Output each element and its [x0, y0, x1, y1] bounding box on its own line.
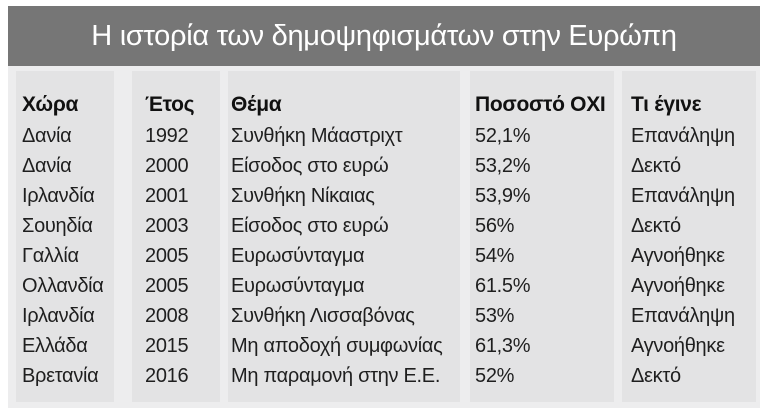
cell-country: Γαλλία [22, 245, 79, 267]
cell-country: Ελλάδα [22, 335, 88, 357]
cell-year: 2008 [145, 305, 189, 327]
cell-topic: Συνθήκη Μάαστριχτ [231, 125, 403, 147]
cell-no-percent: 61.5% [475, 275, 531, 297]
column-shade-country [16, 71, 114, 402]
cell-no-percent: 56% [475, 215, 515, 237]
cell-outcome: Δεκτό [631, 215, 681, 237]
cell-year: 2016 [145, 365, 189, 387]
cell-topic: Συνθήκη Νίκαιας [231, 185, 375, 207]
cell-no-percent: 52,1% [475, 125, 531, 147]
column-shade-year [132, 71, 220, 402]
table-row: Ολλανδία 2005 Ευρωσύνταγμα 61.5% Αγνοήθη… [8, 271, 760, 301]
cell-no-percent: 61,3% [475, 335, 531, 357]
table-row: Ιρλανδία 2008 Συνθήκη Λισσαβόνας 53% Επα… [8, 301, 760, 331]
title-bar: Η ιστορία των δημοψηφισμάτων στην Ευρώπη [8, 6, 760, 66]
referendum-table-panel: Η ιστορία των δημοψηφισμάτων στην Ευρώπη… [8, 6, 760, 408]
cell-outcome: Δεκτό [631, 155, 681, 177]
cell-country: Ολλανδία [22, 275, 104, 297]
cell-country: Ιρλανδία [22, 305, 95, 327]
table-row: Δανία 1992 Συνθήκη Μάαστριχτ 52,1% Επανά… [8, 121, 760, 151]
cell-outcome: Αγνοήθηκε [631, 335, 725, 357]
cell-topic: Είσοδος στο ευρώ [231, 155, 389, 177]
cell-no-percent: 53,2% [475, 155, 531, 177]
column-shade-topic [228, 71, 460, 402]
cell-country: Δανία [22, 125, 72, 147]
cell-country: Ιρλανδία [22, 185, 95, 207]
header-country: Χώρα [22, 93, 79, 116]
cell-year: 1992 [145, 125, 189, 147]
header-no-percent: Ποσοστό ΟΧΙ [475, 93, 606, 116]
cell-outcome: Επανάληψη [631, 125, 735, 147]
table-row: Σουηδία 2003 Είσοδος στο ευρώ 56% Δεκτό [8, 211, 760, 241]
table-row: Βρετανία 2016 Μη παραμονή στην Ε.Ε. 52% … [8, 361, 760, 391]
cell-country: Σουηδία [22, 215, 93, 237]
cell-year: 2005 [145, 245, 189, 267]
cell-no-percent: 54% [475, 245, 515, 267]
table-row: Γαλλία 2005 Ευρωσύνταγμα 54% Αγνοήθηκε [8, 241, 760, 271]
table-row: Ελλάδα 2015 Μη αποδοχή συμφωνίας 61,3% Α… [8, 331, 760, 361]
cell-year: 2001 [145, 185, 189, 207]
header-year: Έτος [145, 93, 195, 116]
cell-topic: Είσοδος στο ευρώ [231, 215, 389, 237]
table-row: Ιρλανδία 2001 Συνθήκη Νίκαιας 53,9% Επαν… [8, 181, 760, 211]
header-outcome: Τι έγινε [631, 93, 702, 116]
table-row: Δανία 2000 Είσοδος στο ευρώ 53,2% Δεκτό [8, 151, 760, 181]
cell-no-percent: 53% [475, 305, 515, 327]
cell-outcome: Δεκτό [631, 365, 681, 387]
cell-outcome: Επανάληψη [631, 305, 735, 327]
cell-country: Δανία [22, 155, 72, 177]
table-header-row: Χώρα Έτος Θέμα Ποσοστό ΟΧΙ Τι έγινε [8, 90, 760, 120]
cell-topic: Μη αποδοχή συμφωνίας [231, 335, 443, 357]
cell-no-percent: 52% [475, 365, 515, 387]
cell-year: 2000 [145, 155, 189, 177]
header-topic: Θέμα [231, 93, 282, 116]
column-shade-outcome [622, 71, 756, 402]
cell-year: 2003 [145, 215, 189, 237]
cell-country: Βρετανία [22, 365, 99, 387]
cell-outcome: Αγνοήθηκε [631, 245, 725, 267]
cell-topic: Ευρωσύνταγμα [231, 275, 365, 297]
cell-topic: Συνθήκη Λισσαβόνας [231, 305, 415, 327]
column-shade-no-percent [470, 71, 614, 402]
referendum-table: Χώρα Έτος Θέμα Ποσοστό ΟΧΙ Τι έγινε Δανί… [8, 6, 760, 408]
cell-outcome: Αγνοήθηκε [631, 275, 725, 297]
cell-year: 2005 [145, 275, 189, 297]
table-title: Η ιστορία των δημοψηφισμάτων στην Ευρώπη [91, 19, 677, 52]
cell-topic: Ευρωσύνταγμα [231, 245, 365, 267]
cell-outcome: Επανάληψη [631, 185, 735, 207]
cell-year: 2015 [145, 335, 189, 357]
cell-no-percent: 53,9% [475, 185, 531, 207]
cell-topic: Μη παραμονή στην Ε.Ε. [231, 365, 441, 387]
